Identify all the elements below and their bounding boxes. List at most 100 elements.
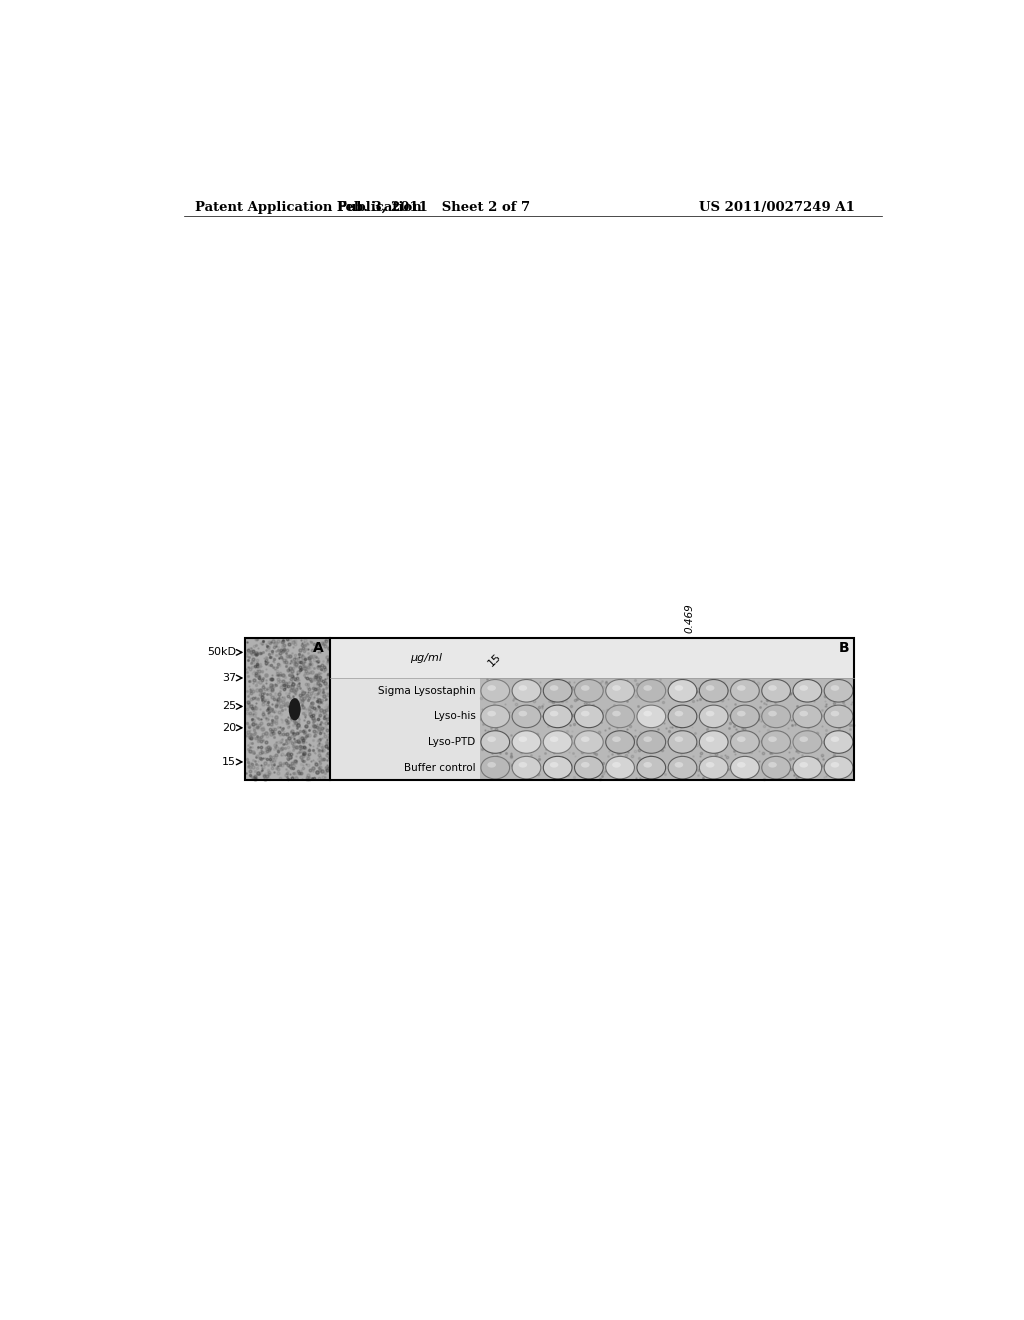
Text: Buffer control: Buffer control <box>404 763 476 772</box>
Ellipse shape <box>668 731 697 754</box>
Ellipse shape <box>768 710 777 717</box>
Text: 15: 15 <box>486 652 503 669</box>
Ellipse shape <box>830 737 840 742</box>
Ellipse shape <box>742 714 754 722</box>
Ellipse shape <box>518 762 527 768</box>
Ellipse shape <box>637 680 666 702</box>
Ellipse shape <box>617 689 629 697</box>
Ellipse shape <box>711 766 722 774</box>
Text: FIG. 2: FIG. 2 <box>489 743 560 763</box>
Ellipse shape <box>800 762 808 768</box>
Ellipse shape <box>648 689 659 697</box>
Ellipse shape <box>793 731 821 754</box>
Ellipse shape <box>581 762 590 768</box>
Text: Lyso-PTD: Lyso-PTD <box>428 737 476 747</box>
Ellipse shape <box>586 766 597 774</box>
Ellipse shape <box>706 710 715 717</box>
Ellipse shape <box>711 714 722 722</box>
Ellipse shape <box>581 710 590 717</box>
Ellipse shape <box>637 705 666 727</box>
Ellipse shape <box>680 689 691 697</box>
Ellipse shape <box>675 710 683 717</box>
Ellipse shape <box>711 741 722 748</box>
Ellipse shape <box>586 741 597 748</box>
Ellipse shape <box>768 762 777 768</box>
Ellipse shape <box>742 741 754 748</box>
Ellipse shape <box>550 737 558 742</box>
Ellipse shape <box>493 741 504 748</box>
Ellipse shape <box>742 766 754 774</box>
Ellipse shape <box>512 705 541 727</box>
Text: US 2011/0027249 A1: US 2011/0027249 A1 <box>699 201 855 214</box>
Ellipse shape <box>768 737 777 742</box>
Ellipse shape <box>550 685 558 690</box>
Ellipse shape <box>612 685 621 690</box>
Ellipse shape <box>793 705 821 727</box>
Ellipse shape <box>481 731 510 754</box>
Ellipse shape <box>643 762 652 768</box>
Bar <box>246 638 331 780</box>
Ellipse shape <box>711 689 722 697</box>
Ellipse shape <box>289 698 301 721</box>
Ellipse shape <box>544 705 572 727</box>
Ellipse shape <box>523 689 536 697</box>
Ellipse shape <box>762 705 791 727</box>
Ellipse shape <box>830 710 840 717</box>
Text: 15: 15 <box>222 756 236 767</box>
Ellipse shape <box>824 731 853 754</box>
Ellipse shape <box>487 685 496 690</box>
Ellipse shape <box>675 737 683 742</box>
Ellipse shape <box>730 731 759 754</box>
Ellipse shape <box>581 685 590 690</box>
Ellipse shape <box>512 756 541 779</box>
Ellipse shape <box>742 689 754 697</box>
Ellipse shape <box>824 756 853 779</box>
Ellipse shape <box>805 741 816 748</box>
Bar <box>331 638 854 678</box>
Ellipse shape <box>805 766 816 774</box>
Text: Lyso-his: Lyso-his <box>434 711 476 722</box>
Text: Sigma Lysostaphin: Sigma Lysostaphin <box>378 686 476 696</box>
Ellipse shape <box>836 714 847 722</box>
Ellipse shape <box>512 680 541 702</box>
Ellipse shape <box>574 680 603 702</box>
Ellipse shape <box>737 685 745 690</box>
Bar <box>331 678 479 780</box>
Ellipse shape <box>481 680 510 702</box>
Ellipse shape <box>643 737 652 742</box>
Ellipse shape <box>706 737 715 742</box>
Text: A: A <box>313 642 324 655</box>
Ellipse shape <box>805 714 816 722</box>
Ellipse shape <box>800 685 808 690</box>
Text: Feb. 3, 2011   Sheet 2 of 7: Feb. 3, 2011 Sheet 2 of 7 <box>337 201 530 214</box>
Ellipse shape <box>544 680 572 702</box>
Ellipse shape <box>706 762 715 768</box>
Ellipse shape <box>544 731 572 754</box>
Ellipse shape <box>487 710 496 717</box>
Ellipse shape <box>830 762 840 768</box>
Ellipse shape <box>773 766 784 774</box>
Ellipse shape <box>675 685 683 690</box>
Ellipse shape <box>699 705 728 727</box>
Ellipse shape <box>523 714 536 722</box>
Ellipse shape <box>555 766 566 774</box>
Ellipse shape <box>550 762 558 768</box>
Ellipse shape <box>699 680 728 702</box>
Text: 0.469: 0.469 <box>684 603 694 634</box>
Ellipse shape <box>648 714 659 722</box>
Ellipse shape <box>574 731 603 754</box>
Ellipse shape <box>680 741 691 748</box>
Ellipse shape <box>730 680 759 702</box>
Ellipse shape <box>481 756 510 779</box>
Text: 37: 37 <box>222 673 236 682</box>
Ellipse shape <box>523 741 536 748</box>
Ellipse shape <box>586 689 597 697</box>
Bar <box>246 638 854 780</box>
Ellipse shape <box>824 680 853 702</box>
Ellipse shape <box>637 756 666 779</box>
Ellipse shape <box>836 741 847 748</box>
Ellipse shape <box>643 685 652 690</box>
Ellipse shape <box>773 714 784 722</box>
Ellipse shape <box>830 685 840 690</box>
Ellipse shape <box>793 680 821 702</box>
